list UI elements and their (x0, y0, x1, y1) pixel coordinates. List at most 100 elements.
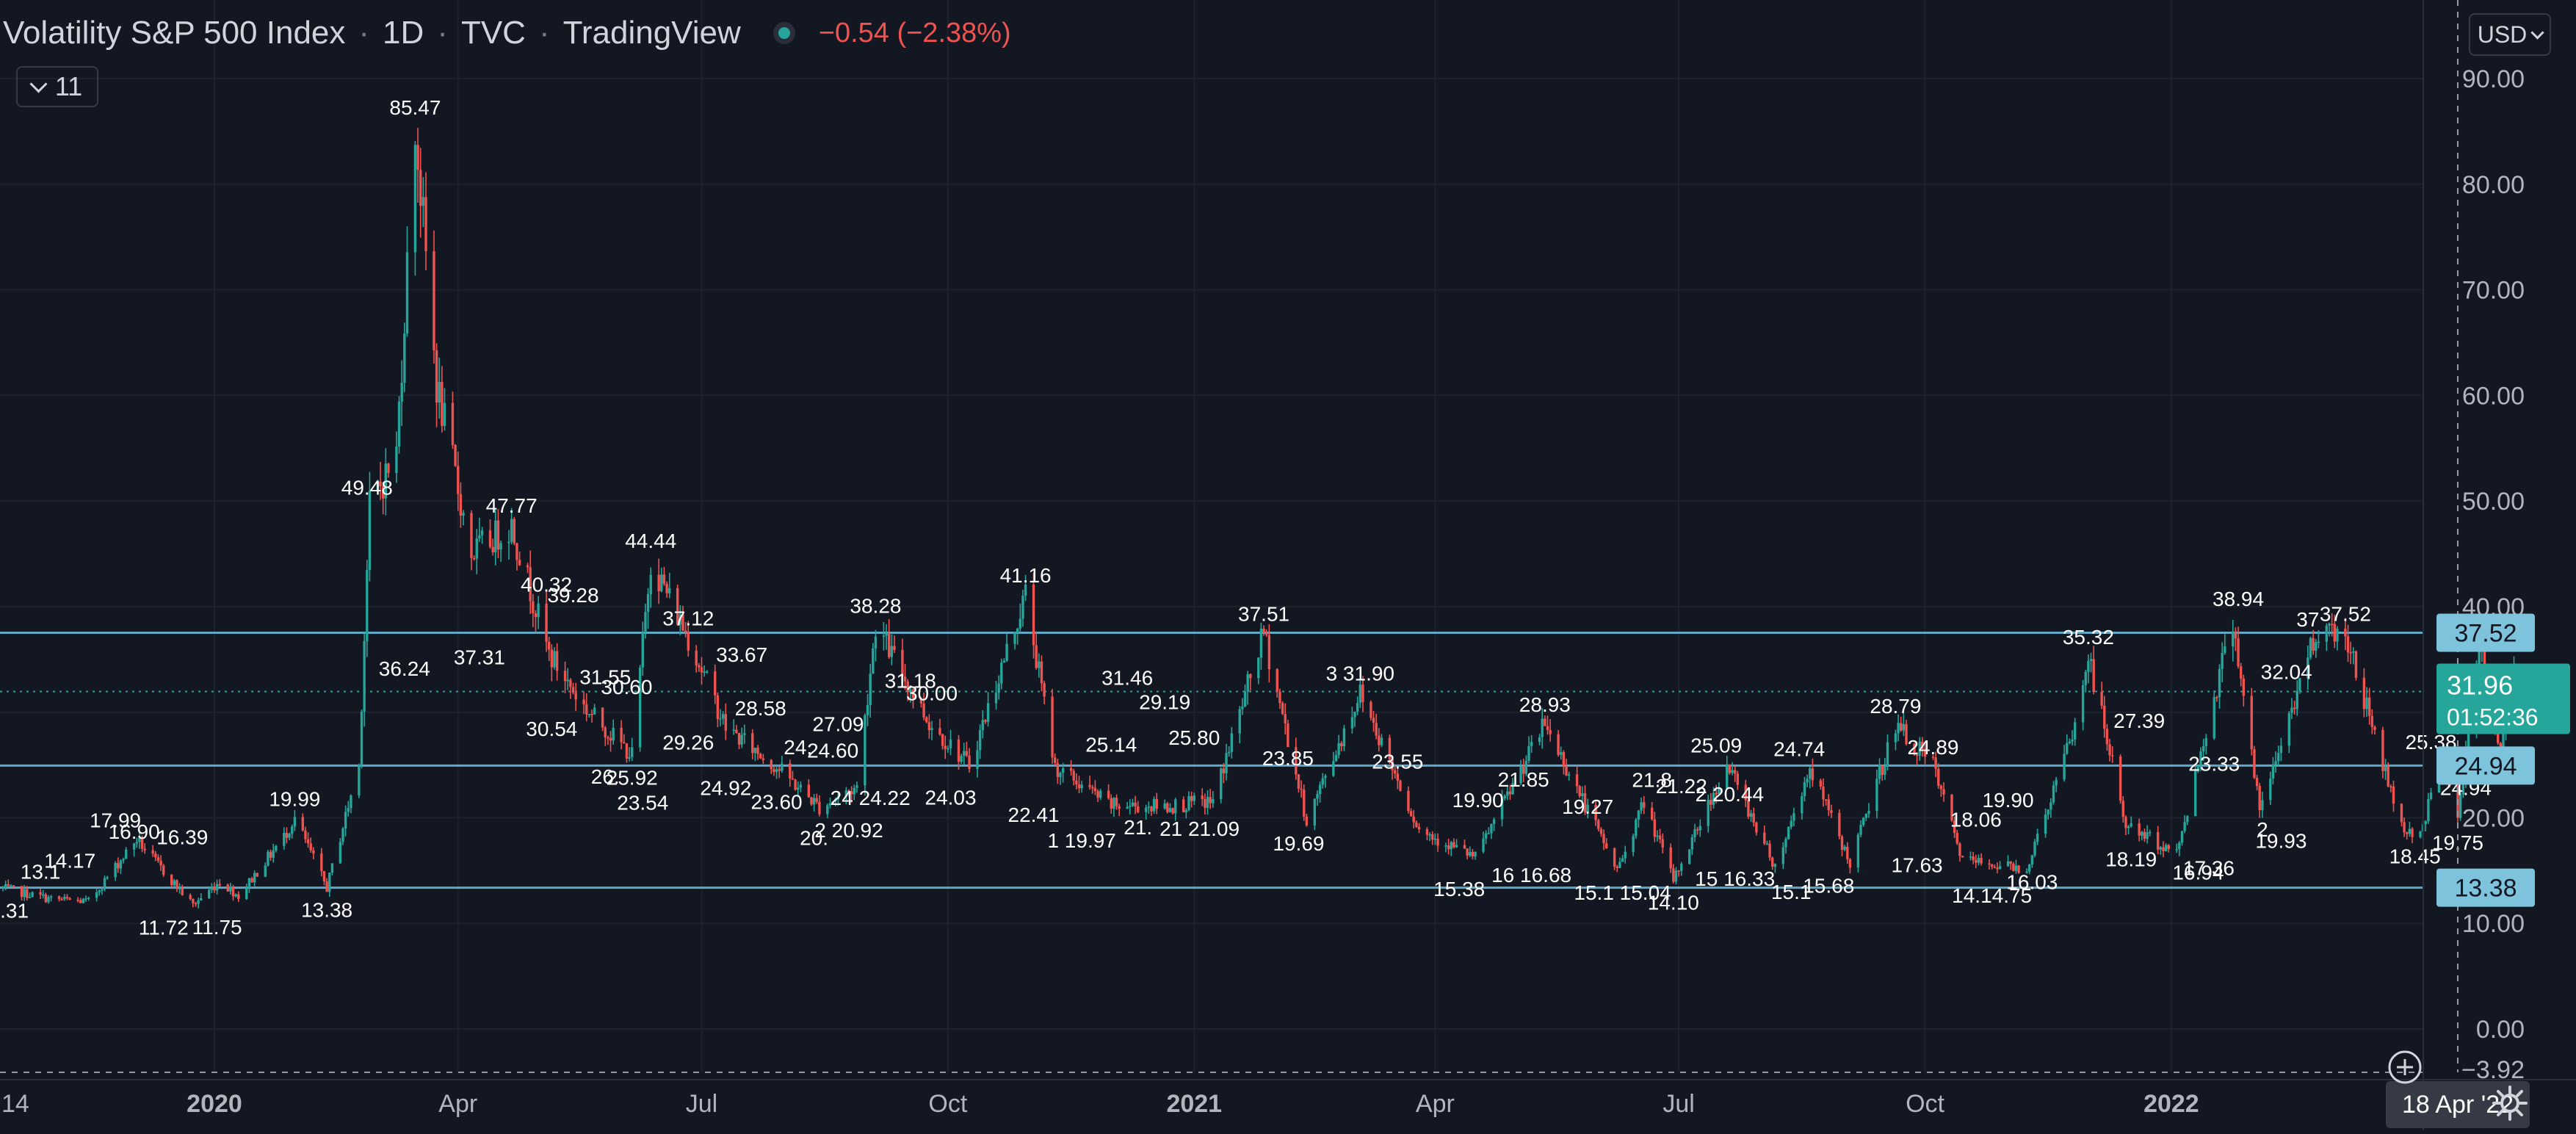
y-tick-label: 10.00 (2462, 910, 2525, 938)
candle-body (587, 713, 591, 715)
candle-body (815, 798, 818, 802)
candle-body (799, 784, 803, 788)
horizontal-lines[interactable] (0, 632, 2423, 889)
plus-icon[interactable] (2387, 1049, 2423, 1086)
candle-body (1544, 718, 1546, 726)
symbol-name[interactable]: Volatility S&P 500 Index (3, 15, 346, 51)
value-label: 13.31 (0, 900, 29, 922)
value-label: 17.99 (90, 809, 141, 831)
candle-body (1618, 862, 1621, 868)
candle-body (836, 796, 840, 800)
gear-icon[interactable] (2489, 1083, 2530, 1124)
candle-body (124, 849, 128, 859)
candle-body (743, 733, 746, 735)
candle-body (534, 613, 538, 618)
candle-body (247, 878, 251, 888)
value-label: 21.8 (1632, 769, 1672, 792)
indicators-toggle-button[interactable]: 11 (16, 66, 98, 107)
candle-body (1886, 742, 1889, 767)
value-label: 20. (800, 827, 828, 850)
candle-body (65, 897, 69, 899)
currency-button[interactable]: USD (2469, 13, 2551, 56)
value-label: 15.38 (1433, 878, 1485, 900)
x-tick-label: 14 (1, 1090, 29, 1118)
candle-body (644, 612, 647, 633)
candle-body (475, 538, 478, 559)
candle-body (1144, 807, 1148, 812)
candle-body (828, 803, 832, 806)
candle-body (1921, 741, 1924, 749)
value-label: 18.19 (2105, 848, 2157, 870)
candle-body (844, 790, 848, 797)
candle-body (2121, 801, 2124, 817)
candle-body (1996, 867, 1999, 870)
value-label: 19.27 (1562, 795, 1613, 818)
candle-body (1969, 856, 1972, 858)
candle-body (2333, 624, 2336, 642)
candle-body (2180, 831, 2184, 843)
candle-body (2033, 842, 2036, 856)
candle-body (1538, 737, 1541, 743)
hline-price-label: 24.94 (2454, 752, 2517, 780)
status-dot-icon[interactable] (773, 22, 795, 44)
value-label: 15.1 (1771, 881, 1812, 903)
candle-body (1088, 784, 1091, 787)
candle-body (2325, 625, 2329, 642)
candle-body (2204, 738, 2208, 746)
candle-body (1316, 794, 1319, 799)
candle-body (79, 900, 82, 903)
candle-body (256, 873, 259, 877)
candle-body (1257, 657, 1260, 679)
candle-body (237, 894, 240, 900)
candle-body (2141, 831, 2143, 836)
candle-body (949, 739, 952, 748)
candle-body (1680, 864, 1683, 871)
candle-body (1474, 851, 1477, 857)
candle-body (620, 727, 623, 743)
candle-body (1399, 780, 1402, 791)
candle-body (1433, 838, 1437, 840)
candle-body (1958, 843, 1961, 856)
candle-body (810, 797, 813, 805)
candle-body (1287, 723, 1289, 748)
candle-body (154, 853, 157, 858)
candle-body (649, 574, 652, 594)
candle-body (1492, 819, 1496, 824)
candle-body (1452, 842, 1455, 848)
candle-body (350, 795, 352, 809)
value-label: 15.1 15.04 (1574, 881, 1671, 904)
chevron-down-icon (29, 74, 48, 93)
candle-body (775, 769, 778, 772)
exchange-label: TVC (460, 15, 526, 51)
candle-body (1864, 814, 1868, 818)
candle-body (1656, 835, 1659, 837)
candle-body (2298, 678, 2301, 691)
candle-body (2373, 726, 2376, 730)
candle-body (1409, 811, 1413, 817)
candle-body (1511, 783, 1514, 795)
candle-body (2496, 732, 2500, 743)
candle-body (1822, 786, 1825, 800)
candle-body (1998, 866, 2002, 870)
candle-body (1463, 845, 1466, 849)
value-label: 38.94 (2213, 588, 2264, 610)
candle-body (1980, 857, 1983, 864)
candle-body (968, 755, 971, 769)
candle-body (2111, 755, 2114, 757)
candle-body (1051, 696, 1054, 758)
candle-body (2014, 865, 2018, 871)
candle-body (1337, 743, 1340, 756)
interval-label[interactable]: 1D (383, 15, 424, 51)
candle-body (1506, 791, 1509, 796)
candle-body (1152, 798, 1156, 812)
candle-body (210, 886, 214, 890)
candle-body (1171, 808, 1174, 814)
candle-body (1710, 800, 1712, 805)
value-label: 25.09 (1690, 734, 1742, 756)
candle-body (698, 665, 701, 668)
candle-body (791, 779, 795, 780)
value-label: 47.77 (486, 494, 538, 517)
